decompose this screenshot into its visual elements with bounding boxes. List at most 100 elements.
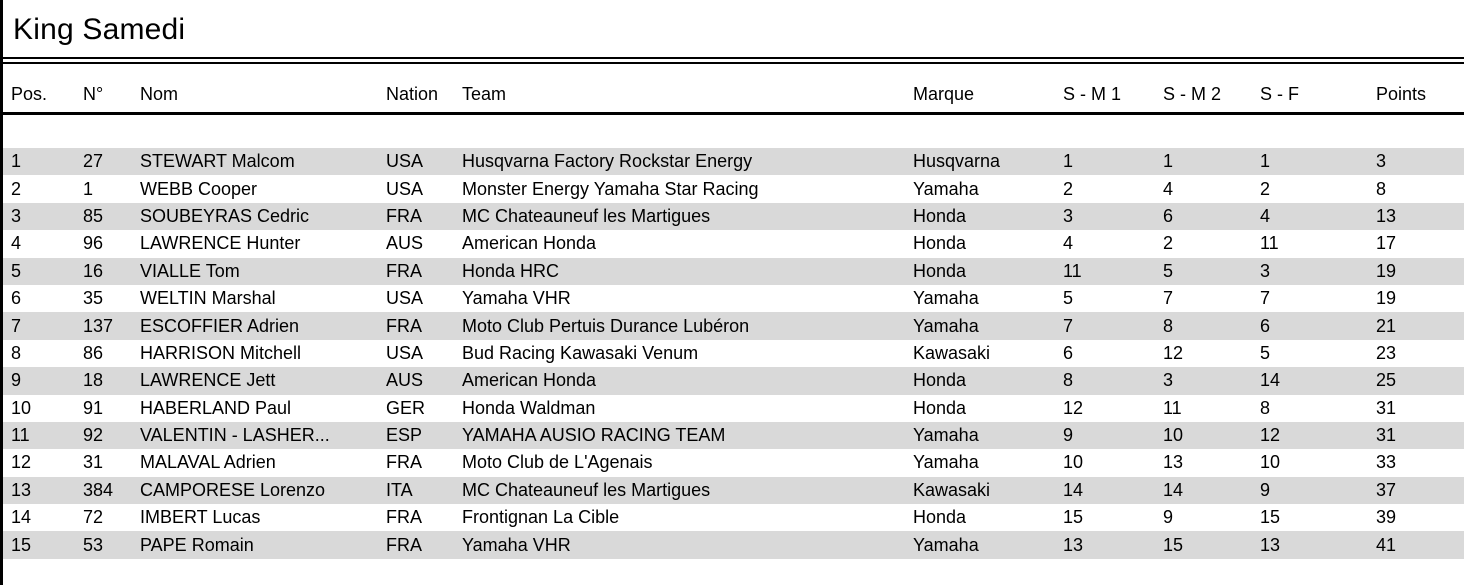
cell-sm2: 14 [1163, 476, 1260, 505]
cell-nom: HARRISON Mitchell [140, 342, 302, 363]
cell-nom: LAWRENCE Hunter [140, 233, 301, 254]
cell-team: Bud Racing Kawasaki Venum [462, 342, 699, 363]
cell-num: 72 [83, 507, 104, 528]
table-row: 15 53 PAPE Romain FRA Yamaha VHR Yamaha 13 15 13… [3, 531, 1464, 559]
cell-nation: FRA [386, 452, 422, 473]
cell-sf: 11 [1260, 233, 1279, 254]
cell-num: 53 [83, 531, 140, 559]
cell-pos: 2 [11, 178, 22, 199]
cell-marque: Honda [913, 257, 1063, 285]
cell-points: 33 [1376, 452, 1397, 473]
cell-team: YAMAHA AUSIO RACING TEAM [462, 421, 913, 450]
cell-points: 23 [1376, 342, 1397, 363]
table-row: 5 16 VIALLE Tom FRA Honda HRC Honda 11 5 3 19 [3, 257, 1464, 285]
cell-pos: 3 [3, 202, 83, 231]
table-row: 4 96 LAWRENCE Hunter AUS American Honda Honda… [3, 230, 1464, 257]
cell-nation: GER [386, 397, 426, 418]
header-row: Pos. N° Nom Nation Team Marque S - M 1 S… [3, 64, 1464, 115]
cell-pos: 6 [11, 288, 22, 309]
cell-sf: 12 [1260, 421, 1376, 450]
cell-marque: Husqvarna [913, 148, 1063, 176]
cell-sf: 6 [1260, 312, 1376, 340]
cell-team: Moto Club de L'Agenais [462, 452, 653, 473]
cell-sm1: 3 [1063, 202, 1163, 231]
cell-sf: 9 [1260, 476, 1376, 505]
cell-team: MC Chateauneuf les Martigues [462, 202, 913, 231]
table-row: 10 91 HABERLAND Paul GER Honda Waldman Honda 1… [3, 395, 1464, 422]
cell-pos: 10 [11, 397, 32, 418]
cell-sm1: 10 [1063, 452, 1084, 473]
cell-sm1: 12 [1063, 397, 1084, 418]
cell-num: 384 [83, 476, 140, 505]
col-header-sf: S - F [1260, 64, 1376, 115]
cell-sm2: 2 [1163, 233, 1174, 254]
cell-marque: Kawasaki [913, 476, 1063, 505]
col-header-name: Nom [140, 64, 386, 115]
cell-sm1: 1 [1063, 148, 1163, 176]
cell-pos: 13 [3, 476, 83, 505]
col-header-marque: Marque [913, 64, 1063, 115]
cell-num: 16 [83, 257, 140, 285]
cell-num: 85 [83, 202, 140, 231]
cell-marque: Yamaha [913, 452, 979, 473]
cell-sm1: 2 [1063, 178, 1074, 199]
cell-marque: Kawasaki [913, 342, 991, 363]
cell-marque: Honda [913, 233, 967, 254]
cell-points: 37 [1376, 476, 1464, 505]
cell-num: 18 [83, 367, 140, 395]
cell-sm2: 6 [1163, 202, 1260, 231]
cell-pos: 5 [3, 257, 83, 285]
cell-marque: Yamaha [913, 531, 1063, 559]
cell-nation: FRA [386, 507, 422, 528]
cell-sf: 1 [1260, 148, 1376, 176]
results-table: Pos. N° Nom Nation Team Marque S - M 1 S… [3, 64, 1464, 559]
cell-sm1: 9 [1063, 421, 1163, 450]
cell-team: Yamaha VHR [462, 531, 913, 559]
cell-nation: FRA [386, 312, 462, 340]
cell-sm2: 13 [1163, 452, 1184, 473]
cell-sm1: 6 [1063, 342, 1074, 363]
col-header-sm1: S - M 1 [1063, 64, 1163, 115]
cell-sm2: 7 [1163, 288, 1174, 309]
cell-nom: WELTIN Marshal [140, 288, 276, 309]
cell-points: 8 [1376, 178, 1387, 199]
cell-num: 1 [83, 178, 94, 199]
cell-nom: PAPE Romain [140, 531, 386, 559]
cell-sm1: 14 [1063, 476, 1163, 505]
cell-sm2: 15 [1163, 531, 1260, 559]
cell-points: 19 [1376, 257, 1464, 285]
table-row: 13 384 CAMPORESE Lorenzo ITA MC Chateauneuf … [3, 476, 1464, 505]
cell-num: 35 [83, 288, 104, 309]
cell-sf: 7 [1260, 288, 1271, 309]
table-row: 8 86 HARRISON Mitchell USA Bud Racing Kawasa… [3, 340, 1464, 367]
cell-team: Frontignan La Cible [462, 507, 620, 528]
cell-sm1: 4 [1063, 233, 1074, 254]
cell-sm1: 8 [1063, 367, 1163, 395]
cell-sm2: 1 [1163, 148, 1260, 176]
cell-sm1: 13 [1063, 531, 1163, 559]
cell-points: 13 [1376, 202, 1464, 231]
cell-nation: USA [386, 178, 424, 199]
cell-points: 19 [1376, 288, 1397, 309]
cell-pos: 14 [11, 507, 32, 528]
cell-sf: 14 [1260, 367, 1376, 395]
cell-nation: FRA [386, 531, 462, 559]
cell-nation: USA [386, 288, 424, 309]
table-row: 6 35 WELTIN Marshal USA Yamaha VHR Yamaha 5 7 7 1… [3, 285, 1464, 312]
col-header-sm2: S - M 2 [1163, 64, 1260, 115]
cell-points: 39 [1376, 507, 1397, 528]
col-header-number: N° [83, 64, 140, 115]
cell-nom: MALAVAL Adrien [140, 452, 276, 473]
table-row: 2 1 WEBB Cooper USA Monster Energy Yamaha St… [3, 175, 1464, 202]
table-row: 11 92 VALENTIN - LASHER... ESP YAMAHA AUSIO … [3, 421, 1464, 450]
cell-team: Moto Club Pertuis Durance Lubéron [462, 312, 913, 340]
cell-pos: 15 [3, 531, 83, 559]
cell-num: 31 [83, 452, 104, 473]
cell-points: 25 [1376, 367, 1464, 395]
cell-nation: USA [386, 342, 424, 363]
cell-pos: 8 [11, 342, 22, 363]
cell-sf: 3 [1260, 257, 1376, 285]
table-row: 14 72 IMBERT Lucas FRA Frontignan La Cible Ho… [3, 504, 1464, 531]
cell-num: 92 [83, 421, 140, 450]
